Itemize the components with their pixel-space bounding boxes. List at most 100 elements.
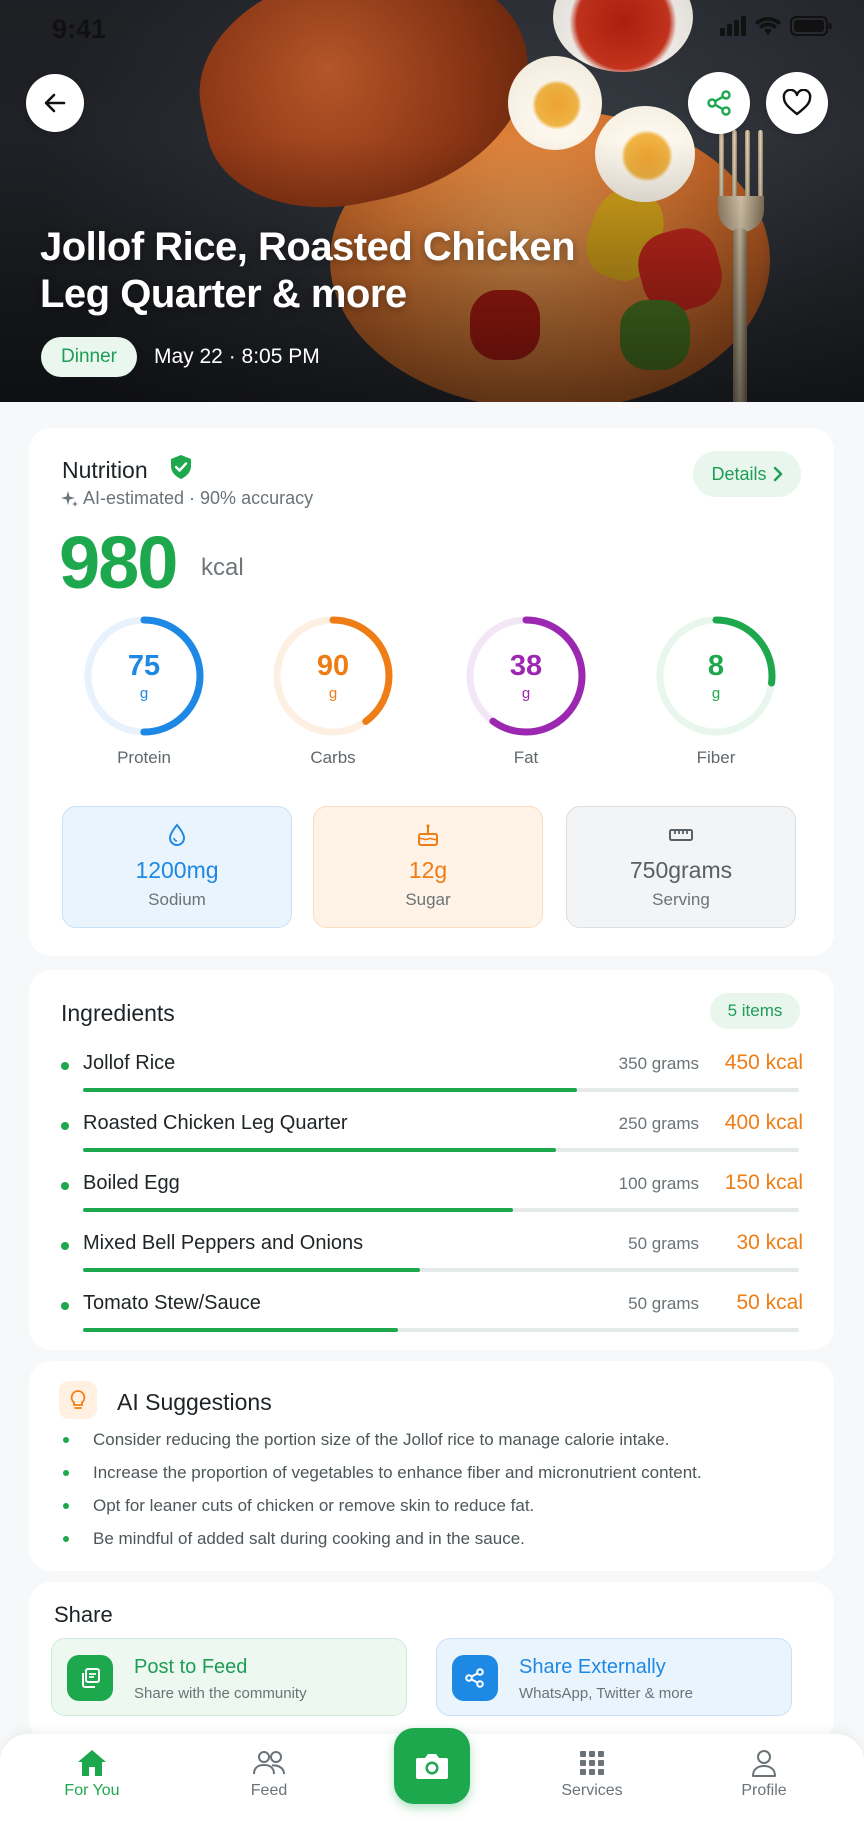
meal-type-chip: Dinner bbox=[41, 337, 137, 377]
tab-services[interactable]: Services bbox=[532, 1748, 652, 1800]
camera-button[interactable] bbox=[394, 1728, 470, 1804]
tab-profile[interactable]: Profile bbox=[704, 1748, 824, 1800]
ingredient-name: Roasted Chicken Leg Quarter bbox=[83, 1112, 348, 1134]
fat-unit: g bbox=[521, 685, 531, 702]
ingredient-amount: 50 grams bbox=[628, 1294, 699, 1313]
sugar-tile: 12g Sugar bbox=[313, 806, 543, 928]
ingredient-kcal: 30 kcal bbox=[736, 1231, 803, 1254]
fiber-unit: g bbox=[711, 685, 721, 702]
battery-icon bbox=[790, 16, 832, 36]
post-feed-subtitle: Share with the community bbox=[134, 1685, 307, 1702]
status-time: 9:41 bbox=[52, 14, 107, 44]
ingredient-bar-fill bbox=[83, 1208, 513, 1212]
share-external-title: Share Externally bbox=[519, 1656, 666, 1678]
meal-title: Jollof Rice, Roasted Chicken Leg Quarter… bbox=[40, 225, 576, 316]
ingredient-kcal: 50 kcal bbox=[736, 1291, 803, 1314]
calorie-value: 980 bbox=[59, 521, 178, 604]
favorite-button[interactable] bbox=[766, 72, 828, 134]
sugar-label: Sugar bbox=[405, 890, 451, 909]
sodium-label: Sodium bbox=[148, 890, 206, 909]
home-icon bbox=[78, 1750, 106, 1776]
ai-suggestions-card: AI Suggestions Consider reducing the por… bbox=[29, 1361, 834, 1571]
grid-icon bbox=[580, 1751, 604, 1775]
accuracy-text: AI-estimated · 90% accuracy bbox=[83, 488, 314, 508]
ingredient-name: Boiled Egg bbox=[83, 1172, 180, 1194]
ingredient-bar-fill bbox=[83, 1268, 420, 1272]
macro-fiber: 8 g Fiber bbox=[652, 614, 780, 768]
signal-icon bbox=[720, 16, 746, 36]
share-external-icon bbox=[452, 1655, 498, 1701]
ingredient-name: Tomato Stew/Sauce bbox=[83, 1292, 261, 1314]
tab-for-you[interactable]: For You bbox=[32, 1748, 152, 1800]
ingredient-bar-track bbox=[83, 1328, 799, 1332]
bullet-dot bbox=[61, 1062, 69, 1070]
serving-tile: 750grams Serving bbox=[566, 806, 796, 928]
ingredient-bar-fill bbox=[83, 1328, 399, 1332]
ingredient-kcal: 150 kcal bbox=[724, 1171, 803, 1194]
sodium-tile: 1200mg Sodium bbox=[62, 806, 292, 928]
bullet-dot bbox=[61, 1182, 69, 1190]
back-button[interactable] bbox=[26, 74, 84, 132]
ingredient-name: Mixed Bell Peppers and Onions bbox=[83, 1232, 364, 1254]
items-count-badge: 5 items bbox=[710, 993, 800, 1029]
bullet-dot bbox=[61, 1122, 69, 1130]
post-to-feed-button[interactable]: Post to Feed Share with the community bbox=[51, 1638, 407, 1716]
ingredients-title: Ingredients bbox=[61, 1000, 175, 1026]
ingredient-kcal: 400 kcal bbox=[724, 1111, 803, 1134]
share-button[interactable] bbox=[688, 72, 750, 134]
person-icon bbox=[752, 1750, 776, 1777]
ingredient-row[interactable]: Mixed Bell Peppers and Onions 50 grams 3… bbox=[61, 1230, 803, 1280]
carbs-unit: g bbox=[328, 685, 338, 702]
carbs-ring bbox=[273, 616, 393, 736]
suggestion-list: Consider reducing the portion size of th… bbox=[61, 1429, 702, 1561]
macro-carbs: 90 g Carbs bbox=[269, 614, 397, 768]
calorie-unit: kcal bbox=[201, 554, 244, 581]
ingredient-amount: 100 grams bbox=[618, 1174, 699, 1193]
status-icons bbox=[720, 16, 832, 36]
ingredient-bar-track bbox=[83, 1088, 799, 1092]
status-bar: 9:41 bbox=[0, 0, 864, 60]
share-title: Share bbox=[54, 1602, 113, 1627]
ingredient-row[interactable]: Tomato Stew/Sauce 50 grams 50 kcal bbox=[61, 1290, 803, 1340]
ingredient-name: Jollof Rice bbox=[83, 1052, 176, 1074]
chevron-right-icon bbox=[773, 466, 782, 482]
tab-label: Feed bbox=[250, 1782, 288, 1799]
suggestion-item: Opt for leaner cuts of chicken or remove… bbox=[61, 1495, 702, 1528]
ingredient-kcal: 450 kcal bbox=[724, 1051, 803, 1074]
droplet-icon bbox=[168, 823, 186, 846]
share-icon bbox=[707, 90, 731, 116]
ruler-icon bbox=[669, 829, 693, 841]
sparkle-icon bbox=[61, 490, 78, 507]
nutrition-card: Nutrition AI-estimated · 90% accuracy De… bbox=[29, 428, 834, 956]
suggestion-item: Be mindful of added salt during cooking … bbox=[61, 1528, 702, 1561]
lightbulb-icon bbox=[59, 1381, 97, 1419]
details-label: Details bbox=[711, 463, 767, 484]
share-externally-button[interactable]: Share Externally WhatsApp, Twitter & mor… bbox=[436, 1638, 792, 1716]
meal-photo bbox=[0, 0, 864, 402]
details-button[interactable]: Details bbox=[693, 451, 801, 497]
accuracy-note: AI-estimated · 90% accuracy bbox=[61, 488, 313, 509]
arrow-left-icon bbox=[44, 93, 66, 113]
macro-protein: 75 g Protein bbox=[80, 614, 208, 768]
tab-feed[interactable]: Feed bbox=[209, 1748, 329, 1800]
serving-label: Serving bbox=[652, 890, 710, 909]
post-feed-icon bbox=[67, 1655, 113, 1701]
share-card: Share Post to Feed Share with the commun… bbox=[29, 1582, 834, 1742]
suggestion-item: Consider reducing the portion size of th… bbox=[61, 1429, 702, 1462]
fat-ring bbox=[466, 616, 586, 736]
protein-ring bbox=[84, 616, 204, 736]
fat-value: 38 bbox=[509, 650, 543, 682]
ingredients-card: Ingredients 5 items Jollof Rice 350 gram… bbox=[29, 970, 834, 1350]
fiber-label: Fiber bbox=[696, 748, 736, 767]
verified-shield-icon bbox=[171, 455, 191, 479]
tab-label: Services bbox=[561, 1782, 623, 1799]
nutrition-title: Nutrition bbox=[62, 457, 148, 483]
bullet-dot bbox=[61, 1242, 69, 1250]
fiber-ring bbox=[656, 616, 776, 736]
ingredient-row[interactable]: Roasted Chicken Leg Quarter 250 grams 40… bbox=[61, 1110, 803, 1160]
ingredient-amount: 250 grams bbox=[618, 1114, 699, 1133]
ingredient-row[interactable]: Boiled Egg 100 grams 150 kcal bbox=[61, 1170, 803, 1220]
carbs-label: Carbs bbox=[310, 748, 356, 767]
ingredient-bar-track bbox=[83, 1148, 799, 1152]
ingredient-row[interactable]: Jollof Rice 350 grams 450 kcal bbox=[61, 1050, 803, 1100]
